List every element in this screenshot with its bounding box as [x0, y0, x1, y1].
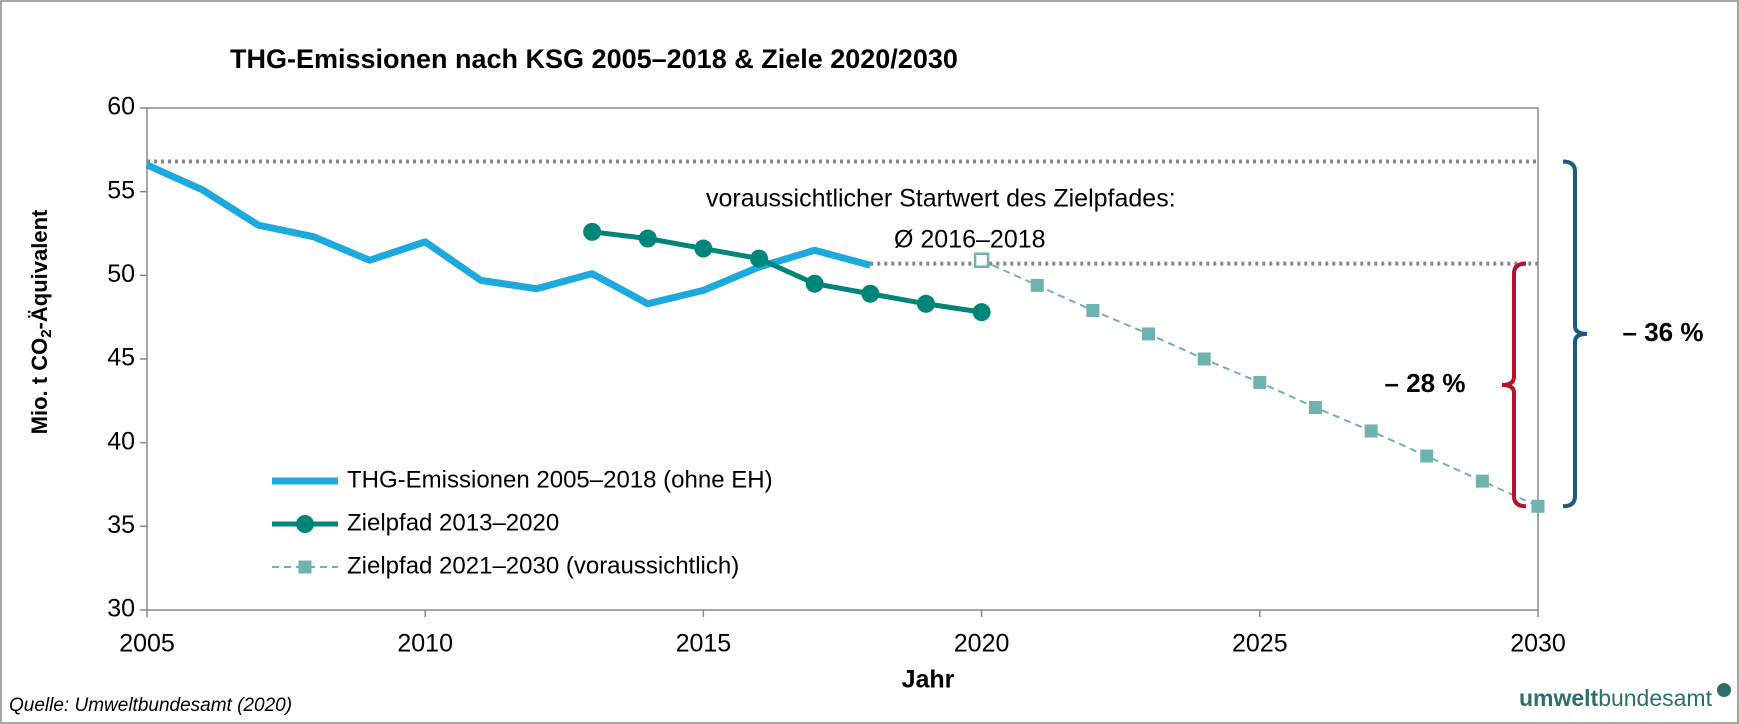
- y-tick-label: 35: [107, 511, 135, 539]
- legend-label: THG-Emissionen 2005–2018 (ohne EH): [347, 466, 773, 493]
- logo-icon: [1717, 683, 1731, 697]
- marker: [1086, 303, 1100, 317]
- marker: [1364, 424, 1378, 438]
- marker: [1142, 327, 1156, 341]
- annotation: Ø 2016–2018: [894, 226, 1046, 254]
- y-label-sub: 2: [38, 329, 55, 337]
- x-axis-label: Jahr: [902, 666, 955, 694]
- marker: [861, 284, 880, 303]
- source: Quelle: Umweltbundesamt (2020): [9, 695, 292, 716]
- bracket-label: – 28 %: [1385, 368, 1466, 398]
- x-tick-label: 2020: [954, 630, 1010, 658]
- marker: [750, 249, 769, 268]
- marker: [638, 229, 657, 248]
- legend-label: Zielpfad 2013–2020: [347, 509, 559, 536]
- logo-part: umwelt: [1519, 685, 1599, 711]
- x-tick-label: 2025: [1232, 630, 1288, 658]
- y-tick-label: 30: [107, 595, 135, 623]
- logo: umweltbundesamt: [1519, 685, 1713, 711]
- marker: [1308, 401, 1322, 415]
- x-tick-label: 2005: [119, 630, 175, 658]
- y-tick-label: 60: [107, 93, 135, 121]
- marker: [1475, 474, 1489, 488]
- marker: [1420, 449, 1434, 463]
- y-label-part: -Äquivalent: [27, 209, 52, 329]
- marker: [1531, 499, 1545, 513]
- y-label-part: Mio. t CO: [27, 338, 52, 435]
- marker: [694, 239, 713, 258]
- y-tick-label: 50: [107, 260, 135, 288]
- x-tick-label: 2015: [676, 630, 732, 658]
- y-tick-label: 45: [107, 344, 135, 372]
- marker: [972, 303, 991, 322]
- y-tick-label: 40: [107, 427, 135, 455]
- legend-label: Zielpfad 2021–2030 (voraussichtlich): [347, 552, 739, 579]
- bracket: [1562, 159, 1588, 509]
- annotation: voraussichtlicher Startwert des Zielpfad…: [706, 185, 1176, 213]
- x-tick-label: 2030: [1510, 630, 1566, 658]
- logo-part: bundesamt: [1598, 685, 1712, 711]
- series-line: [591, 229, 982, 315]
- marker: [583, 222, 602, 241]
- marker: [973, 252, 990, 269]
- marker: [916, 294, 935, 313]
- x-tick-label: 2010: [397, 630, 453, 658]
- legend-marker: [296, 515, 314, 533]
- marker: [805, 274, 824, 293]
- chart-title: THG-Emissionen nach KSG 2005–2018 & Ziel…: [230, 44, 958, 74]
- y-axis-label: Mio. t CO2-Äquivalent: [27, 209, 55, 434]
- series-line: [145, 161, 872, 308]
- marker: [1197, 352, 1211, 366]
- marker: [1253, 375, 1267, 389]
- y-tick-label: 55: [107, 176, 135, 204]
- bracket-label: – 36 %: [1623, 317, 1704, 347]
- bracket: [1501, 261, 1527, 509]
- legend-marker: [298, 560, 312, 574]
- marker: [1030, 278, 1044, 292]
